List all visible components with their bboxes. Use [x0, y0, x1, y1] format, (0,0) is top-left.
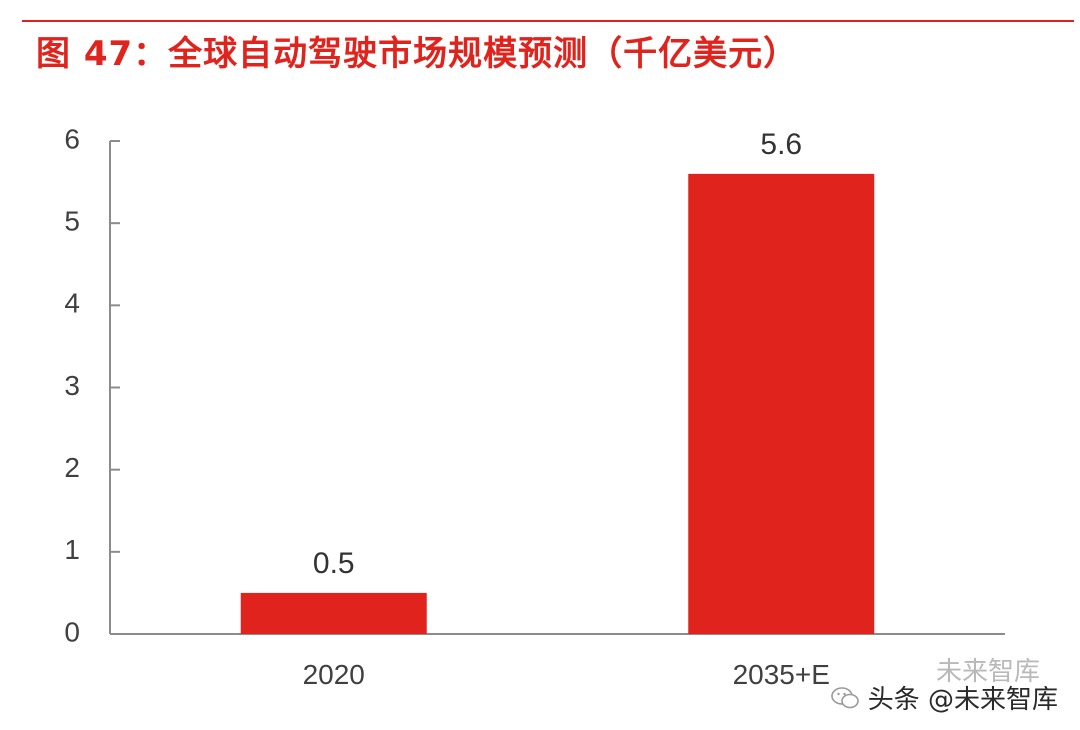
y-tick-label: 6	[64, 123, 80, 154]
y-tick-label: 4	[64, 288, 80, 319]
y-tick-label: 0	[64, 616, 80, 647]
watermark-text: 头条 @未来智库	[867, 685, 1058, 715]
title-rule	[22, 20, 1074, 22]
y-tick-label: 3	[64, 370, 80, 401]
bar-2020	[240, 592, 427, 634]
bar-2035+E	[688, 173, 875, 634]
x-tick-label: 2035+E	[733, 659, 830, 690]
data-label: 5.6	[760, 128, 802, 161]
y-tick-label: 2	[64, 452, 80, 483]
watermark-ghost-text: 未来智库	[935, 657, 1040, 687]
chart-title: 图 47：全球自动驾驶市场规模预测（千亿美元）	[36, 34, 799, 74]
watermark: 头条 @未来智库	[830, 679, 1058, 716]
data-label: 0.5	[313, 547, 355, 580]
wechat-icon	[830, 686, 859, 708]
y-tick-label: 1	[64, 534, 80, 565]
y-tick-label: 5	[64, 206, 80, 237]
x-tick-label: 2020	[303, 659, 365, 690]
